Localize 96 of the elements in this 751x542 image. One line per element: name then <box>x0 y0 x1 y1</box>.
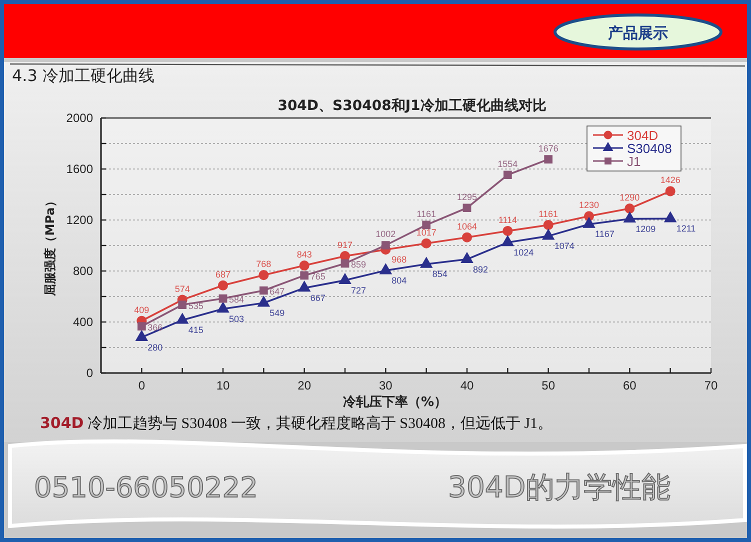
data-label: 574 <box>174 284 190 294</box>
text: 4.3 冷加工硬化曲线 <box>12 66 155 85</box>
data-label: 687 <box>215 269 231 280</box>
point <box>257 296 270 307</box>
data-label: 765 <box>310 271 326 282</box>
point <box>624 204 635 214</box>
data-label: 503 <box>229 314 244 324</box>
data-label: 892 <box>473 264 488 274</box>
y-axis-title: 屈服强度（MPa） <box>43 195 57 297</box>
data-label: 843 <box>296 250 312 260</box>
data-label: 1161 <box>538 208 558 219</box>
y-tick-label: 1200 <box>66 212 94 227</box>
point <box>544 155 553 164</box>
data-label: 1211 <box>676 224 696 234</box>
point <box>462 232 472 242</box>
data-label: 280 <box>148 342 163 352</box>
data-label: 366 <box>148 322 163 332</box>
point <box>218 294 228 303</box>
x-tick-label: 70 <box>704 378 718 393</box>
data-label: 768 <box>256 259 272 270</box>
data-label: 1064 <box>456 221 478 232</box>
data-label: 1230 <box>578 200 600 210</box>
point <box>664 212 677 222</box>
point <box>178 300 187 309</box>
legend-label: J1 <box>627 154 641 169</box>
data-label: 1024 <box>514 247 534 258</box>
point <box>259 286 268 295</box>
point <box>542 228 555 240</box>
point <box>420 257 433 268</box>
text: 304D 冷加工趋势与 S30408 一致，其硬化程度略高于 S30408，但远低于 J1。 <box>40 414 553 432</box>
data-label: 854 <box>432 269 448 280</box>
data-label: 1161 <box>416 208 436 219</box>
point <box>381 241 390 250</box>
legend-label: 304D <box>627 128 658 143</box>
data-label: 647 <box>270 286 285 297</box>
y-tick-label: 800 <box>72 264 94 278</box>
data-label: 1074 <box>554 241 574 252</box>
data-label: 409 <box>134 304 150 315</box>
data-label: 1426 <box>660 175 680 186</box>
data-label: 727 <box>351 285 366 296</box>
x-tick-label: 40 <box>460 378 474 393</box>
point <box>338 273 352 284</box>
data-label: 1290 <box>620 192 640 203</box>
point <box>501 235 514 246</box>
point <box>137 322 146 331</box>
point <box>502 226 513 236</box>
point <box>218 280 228 290</box>
point <box>216 302 230 313</box>
point <box>665 186 676 196</box>
legend-label: S30408 <box>627 141 672 156</box>
data-label: 1167 <box>595 229 614 240</box>
chart-title: 304D、S30408和J1冷加工硬化曲线对比 <box>278 98 546 114</box>
x-axis-title: 冷轧压下率（%） <box>342 394 448 410</box>
point <box>462 204 472 212</box>
x-tick-label: 20 <box>298 378 312 393</box>
point <box>460 252 474 263</box>
y-tick-label: 1600 <box>66 162 94 176</box>
point <box>623 212 636 223</box>
x-tick-label: 60 <box>622 378 637 393</box>
y-tick-label: 0 <box>86 366 94 380</box>
point <box>298 280 311 292</box>
point <box>340 259 350 268</box>
point <box>300 271 309 280</box>
point <box>379 263 392 274</box>
text: 产品展示 <box>607 24 668 42</box>
point <box>258 270 269 280</box>
data-label: 1017 <box>416 227 436 238</box>
data-label: 549 <box>270 308 285 318</box>
point <box>421 238 432 248</box>
x-tick-label: 10 <box>216 378 230 393</box>
data-label: 1554 <box>498 158 518 169</box>
data-label: 1002 <box>376 229 396 240</box>
data-label: 917 <box>337 240 353 250</box>
data-label: 1676 <box>538 143 558 154</box>
y-tick-label: 2000 <box>66 110 94 125</box>
data-label: 968 <box>392 254 407 265</box>
point <box>135 330 148 341</box>
y-tick-label: 400 <box>72 314 94 329</box>
data-label: 1295 <box>456 192 478 202</box>
point <box>503 170 512 180</box>
text: 0510-66050222 <box>34 471 258 504</box>
data-label: 804 <box>392 275 407 286</box>
data-label: 667 <box>310 292 326 303</box>
text: 304D的力学性能 <box>448 470 671 504</box>
data-label: 1209 <box>636 224 656 234</box>
x-tick-label: 0 <box>138 378 146 393</box>
x-tick-label: 50 <box>542 378 556 393</box>
x-tick-label: 30 <box>378 378 393 393</box>
point <box>543 220 554 230</box>
data-label: 1114 <box>498 214 518 225</box>
point <box>176 312 189 324</box>
point <box>422 220 431 230</box>
point <box>582 217 596 228</box>
data-label: 415 <box>188 325 204 336</box>
point <box>299 260 310 271</box>
data-label: 859 <box>351 259 366 270</box>
